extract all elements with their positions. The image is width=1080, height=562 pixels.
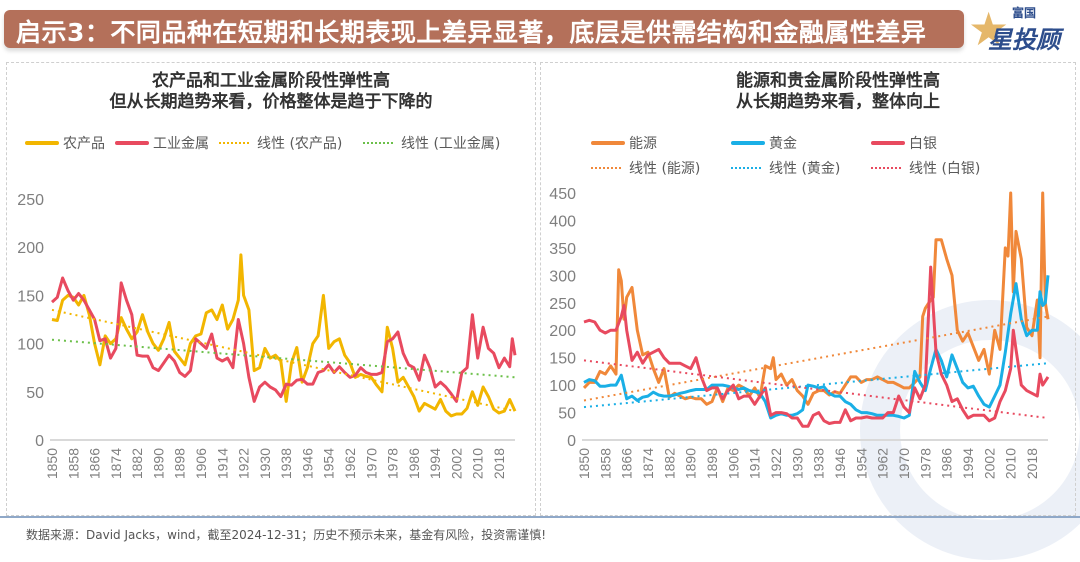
header-banner: 启示3：不同品种在短期和长期表现上差异显著，底层是供需结构和金融属性差异: [4, 10, 964, 48]
y-tick-label: 350: [549, 241, 576, 258]
series-line-0-2: [51, 308, 516, 413]
brand-logo: ★ 富国 星投顾: [968, 2, 1078, 54]
legend-silver-trend: 线性 (白银): [871, 158, 980, 178]
x-tick-label: 1954: [853, 448, 869, 479]
legend-gold: 黄金: [731, 133, 797, 153]
left-chart-panel: 农产品和工业金属阶段性弹性高 但从长期趋势来看，价格整体是趋于下降的 农产品 工…: [6, 62, 536, 516]
legend-energy: 能源: [591, 133, 657, 153]
series-line-0-0: [51, 253, 517, 418]
x-tick-label: 1866: [619, 448, 635, 479]
x-tick-label: 1962: [875, 448, 891, 479]
y-tick-label: 150: [549, 351, 576, 368]
x-tick-label: 1986: [406, 448, 422, 479]
y-tick-label: 400: [549, 213, 576, 230]
x-tick-label: 1946: [299, 448, 315, 479]
x-tick-label: 1914: [747, 448, 763, 479]
y-tick-label: 100: [549, 378, 576, 395]
x-tick-label: 1970: [896, 448, 912, 479]
x-tick-label: 1938: [811, 448, 827, 479]
legend-energy-trend: 线性 (能源): [591, 158, 700, 178]
x-tick-label: 1994: [427, 448, 443, 479]
legend-silver: 白银: [871, 133, 937, 153]
x-tick-label: 1874: [108, 448, 124, 479]
x-tick-label: 2018: [1024, 448, 1040, 479]
x-tick-label: 1978: [385, 448, 401, 479]
x-tick-label: 1938: [278, 448, 294, 479]
x-tick-label: 1882: [129, 448, 145, 479]
x-tick-label: 1890: [683, 448, 699, 479]
x-tick-label: 1890: [150, 448, 166, 479]
legend-metal: 工业金属: [115, 133, 209, 153]
x-tick-label: 1858: [65, 448, 81, 479]
x-tick-label: 1906: [193, 448, 209, 479]
right-chart-title-line1: 能源和贵金属阶段性弹性高: [736, 71, 940, 91]
x-tick-label: 1962: [342, 448, 358, 479]
legend-agri-trend: 线性 (农产品): [219, 133, 342, 153]
x-tick-label: 1850: [576, 448, 592, 479]
legend-agri: 农产品: [25, 133, 105, 153]
x-tick-label: 1866: [87, 448, 103, 479]
x-tick-label: 2010: [470, 448, 486, 479]
y-tick-label: 100: [17, 337, 44, 354]
logo-main-text: 星投顾: [988, 26, 1060, 54]
x-tick-label: 1850: [44, 448, 60, 479]
x-tick-label: 1874: [640, 448, 656, 479]
y-tick-label: 50: [26, 385, 44, 402]
x-tick-label: 1954: [321, 448, 337, 479]
y-tick-label: 250: [549, 296, 576, 313]
x-tick-label: 2002: [981, 448, 997, 479]
y-tick-label: 200: [17, 240, 44, 257]
x-tick-label: 1898: [172, 448, 188, 479]
legend-metal-trend: 线性 (工业金属): [363, 133, 500, 153]
logo-top-text: 富国: [1012, 6, 1037, 20]
y-tick-label: 200: [549, 323, 576, 340]
right-chart-panel: 能源和贵金属阶段性弹性高 从长期趋势来看，整体向上 能源 黄金 白银 线性 (能…: [540, 62, 1076, 516]
x-tick-label: 2002: [448, 448, 464, 479]
x-tick-label: 1922: [236, 448, 252, 479]
left-chart-title-line2: 但从长期趋势来看，价格整体是趋于下降的: [109, 92, 433, 112]
series-line-1-0: [582, 191, 1050, 406]
x-tick-label: 1970: [363, 448, 379, 479]
y-tick-label: 150: [17, 288, 44, 305]
series-line-1-3: [583, 315, 1049, 402]
legend-gold-trend: 线性 (黄金): [731, 158, 840, 178]
left-chart-title-line1: 农产品和工业金属阶段性弹性高: [152, 71, 390, 91]
y-tick-label: 250: [17, 192, 44, 209]
y-tick-label: 300: [549, 268, 576, 285]
x-tick-label: 1978: [917, 448, 933, 479]
series-line-0-1: [50, 276, 517, 403]
footer-source: 数据来源：David Jacks，wind，截至2024-12-31；历史不预示…: [26, 528, 547, 542]
y-tick-label: 50: [558, 406, 576, 423]
x-tick-label: 1922: [768, 448, 784, 479]
right-chart-title-line2: 从长期趋势来看，整体向上: [736, 92, 940, 112]
footer-divider: [0, 516, 1080, 518]
x-tick-label: 1946: [832, 448, 848, 479]
series-line-1-1: [583, 275, 1050, 420]
x-tick-label: 1906: [725, 448, 741, 479]
y-tick-label: 0: [567, 433, 576, 450]
y-tick-label: 0: [35, 433, 44, 450]
x-tick-label: 1898: [704, 448, 720, 479]
x-tick-label: 1882: [661, 448, 677, 479]
x-tick-label: 1930: [789, 448, 805, 479]
x-tick-label: 2018: [491, 448, 507, 479]
x-tick-label: 1858: [597, 448, 613, 479]
x-tick-label: 2010: [1003, 448, 1019, 479]
series-line-1-2: [583, 265, 1050, 428]
x-tick-label: 1994: [960, 448, 976, 479]
x-tick-label: 1930: [257, 448, 273, 479]
x-tick-label: 1914: [214, 448, 230, 479]
header-title: 启示3：不同品种在短期和长期表现上差异显著，底层是供需结构和金融属性差异: [16, 18, 927, 47]
y-tick-label: 450: [549, 186, 576, 203]
star-icon: ★: [968, 2, 1010, 56]
x-tick-label: 1986: [939, 448, 955, 479]
